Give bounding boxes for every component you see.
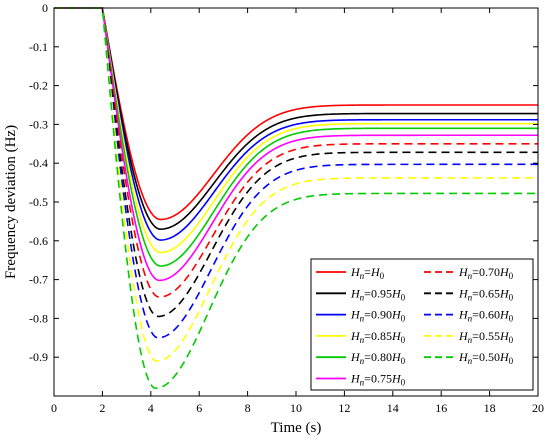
series-line (54, 7, 538, 298)
x-tick-label: 4 (148, 401, 154, 415)
legend-entry: Hn=0.65H0 (458, 286, 514, 302)
axis-ticks: 0 2 4 6 8 10 12 14 16 18 20 0 -0.1 -0.2 -0.3 -0.4 -0.5 -0… (29, 1, 544, 415)
x-axis-label: Time (s) (271, 420, 322, 436)
legend-entry: Hn=0.70H0 (458, 265, 514, 281)
legend-entry: Hn=0.80H0 (350, 350, 406, 366)
series-line (54, 7, 538, 254)
series-curves (54, 7, 538, 390)
y-tick-label: 0 (42, 1, 48, 15)
legend-entry: Hn=0.55H0 (458, 329, 514, 345)
legend-entry: Hn=0.90H0 (350, 308, 406, 324)
series-line (54, 7, 538, 241)
series-line (54, 7, 538, 230)
y-tick-label: -0.1 (29, 40, 48, 54)
series-line (54, 7, 538, 390)
legend-entry: Hn=H0 (350, 265, 385, 281)
y-tick-label: -0.4 (29, 156, 48, 170)
x-tick-label: 2 (99, 401, 105, 415)
series-line (54, 7, 538, 221)
x-tick-label: 6 (196, 401, 202, 415)
series-line (54, 7, 538, 282)
y-tick-label: -0.6 (29, 234, 48, 248)
legend-entry: Hn=0.50H0 (458, 350, 514, 366)
x-tick-label: 12 (338, 401, 350, 415)
series-line (54, 7, 538, 318)
x-tick-label: 14 (387, 401, 399, 415)
x-tick-label: 8 (245, 401, 251, 415)
series-line (54, 7, 538, 362)
x-tick-label: 0 (51, 401, 57, 415)
y-tick-label: -0.7 (29, 273, 48, 287)
legend-entry: Hn=0.95H0 (350, 286, 406, 302)
x-tick-label: 20 (532, 401, 544, 415)
legend-box (310, 258, 534, 391)
legend-entry: Hn=0.60H0 (458, 308, 514, 324)
series-line (54, 7, 538, 267)
series-line (54, 7, 538, 339)
y-tick-label: -0.9 (29, 350, 48, 364)
y-tick-label: -0.2 (29, 79, 48, 93)
y-tick-label: -0.5 (29, 195, 48, 209)
legend: Hn=H0 Hn=0.70H0 Hn=0.95H0 Hn=0.65H0 Hn=0.90H… (310, 258, 534, 391)
x-tick-label: 10 (290, 401, 302, 415)
legend-entry: Hn=0.75H0 (350, 372, 406, 388)
x-tick-label: 18 (484, 401, 496, 415)
y-tick-label: -0.3 (29, 117, 48, 131)
y-tick-label: -0.8 (29, 311, 48, 325)
y-axis-label: Frequency deviation (Hz) (3, 125, 19, 279)
legend-entry: Hn=0.85H0 (350, 329, 406, 345)
x-tick-label: 16 (435, 401, 447, 415)
